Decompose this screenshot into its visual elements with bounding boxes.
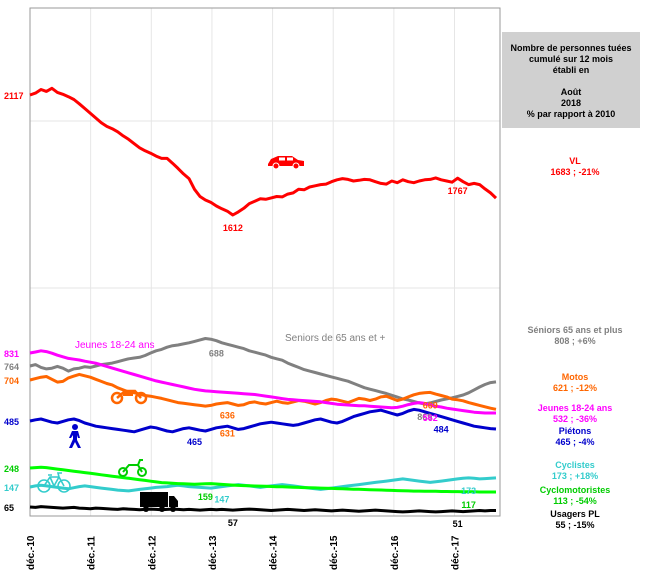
data-label-motos: 631 [220,429,235,439]
data-label-cyclo: 159 [198,492,213,502]
legend-name: Cyclomotoristes [539,485,611,495]
x-axis: déc.-10 déc.-11 déc.-12 déc.-13 déc.-14 déc.-… [26,535,462,570]
legend-summary: 173 ; +18% [551,471,599,481]
data-label-seniors: 688 [209,349,224,359]
truck-icon [140,492,178,512]
legend-name: Cyclistes [555,460,595,470]
pedestrian-icon [69,424,81,448]
series-layer [29,86,498,514]
series-line-motos [29,372,497,411]
series-line-vl [29,86,498,217]
legend-name: Séniors 65 ans et plus [527,325,623,335]
legend-summary: 113 ; -54% [553,496,597,506]
series-line-jeunes [29,349,496,415]
series-line-cyclistes [29,476,497,493]
x-tick-label: déc.-14 [269,535,280,570]
series-label-seniors: Seniors de 65 ans et + [285,333,386,344]
data-label-motos: 704 [4,376,19,386]
data-label-pietons: 465 [187,437,202,447]
data-label-vl: 1612 [223,223,243,233]
info-line: établi en [552,65,590,75]
data-label-motos: 669 [423,400,438,410]
legend-name: Usagers PL [550,509,600,519]
legend-seniors: Séniors 65 ans et plus 808 ; +6% [505,325,645,347]
data-label-cyclistes: 173 [461,486,476,496]
data-label-cyclistes: 147 [4,483,19,493]
plot-area [29,7,501,517]
legend-summary: 808 ; +6% [554,336,596,346]
data-label-pl: 57 [228,518,238,528]
motorcycle-icon [110,389,148,405]
data-label-pietons: 485 [4,417,19,427]
label-layer: 2117 1612 1767 764 688 869 Seniors de 65 ans e… [4,91,476,529]
legend-summary: 1683 ; -21% [550,167,600,177]
legend-name: Motos [561,372,589,382]
legend-name: Jeunes 18-24 ans [537,403,613,413]
data-label-vl: 2117 [4,91,24,101]
info-line: cumulé sur 12 mois [528,54,614,64]
legend-jeunes: Jeunes 18-24 ans 532 ; -36% [505,403,645,425]
x-tick-label: déc.-17 [451,535,462,570]
legend-summary: 621 ; -12% [552,383,598,393]
legend-vl: VL 1683 ; -21% [505,156,645,178]
info-line: Nombre de personnes tuées [510,43,632,53]
series-line-cyclo [29,465,496,494]
legend-summary: 532 ; -36% [552,414,598,424]
info-line: Août [560,87,582,97]
legend-pietons: Piétons 465 ; -4% [505,426,645,448]
data-label-pl: 51 [453,519,463,529]
series-line-pietons [29,407,497,434]
legend-cyclistes: Cyclistes 173 ; +18% [505,460,645,482]
moped-icon [118,459,147,477]
info-line: 2018 [560,98,582,108]
data-label-motos: 636 [220,411,235,421]
series-label-jeunes: Jeunes 18-24 ans [75,340,155,351]
legend-summary: 55 ; -15% [555,520,595,530]
legend-name: VL [569,156,581,166]
info-box: Nombre de personnes tuées cumulé sur 12 … [502,32,640,128]
data-label-pietons: 484 [434,425,449,435]
legend-summary: 465 ; -4% [555,437,595,447]
legend-name: Piétons [558,426,592,436]
car-icon [268,156,304,170]
data-label-jeunes: 831 [4,349,19,359]
data-label-seniors: 869 [417,412,432,422]
x-tick-label: déc.-10 [26,535,37,570]
bicycle-icon [37,472,71,493]
legend-motos: Motos 621 ; -12% [505,372,645,394]
legend-pl: Usagers PL 55 ; -15% [505,509,645,531]
x-tick-label: déc.-16 [390,535,401,570]
data-label-cyclo: 248 [4,464,19,474]
x-tick-label: déc.-11 [87,536,98,570]
x-tick-label: déc.-15 [329,535,340,570]
x-tick-label: déc.-13 [208,535,219,570]
data-label-vl: 1767 [448,186,468,196]
info-line: % par rapport à 2010 [526,109,616,119]
data-label-jeunes: 562 [423,413,438,423]
data-label-pl: 65 [4,503,14,513]
data-label-seniors: 764 [4,362,19,372]
x-tick-label: déc.-12 [147,535,158,570]
legend-cyclo: Cyclomotoristes 113 ; -54% [505,485,645,507]
data-label-cyclo: 117 [461,500,476,510]
series-line-pl [29,505,496,514]
grid [29,8,500,517]
data-label-cyclistes: 147 [214,495,229,505]
